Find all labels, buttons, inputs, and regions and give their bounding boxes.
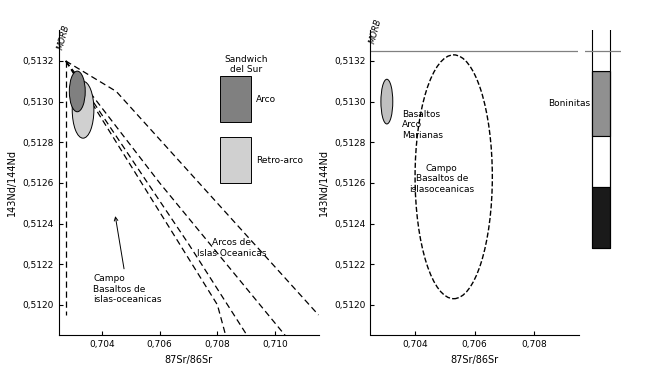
Bar bbox=[592, 136, 610, 187]
Text: Sandwich
del Sur: Sandwich del Sur bbox=[224, 55, 267, 74]
Bar bbox=[592, 71, 610, 136]
Text: Basaltos
Arco
Marianas: Basaltos Arco Marianas bbox=[402, 110, 443, 139]
Text: Arco: Arco bbox=[256, 94, 276, 104]
Text: Arcos de
Islas Oceanicas: Arcos de Islas Oceanicas bbox=[197, 238, 266, 258]
Bar bbox=[592, 71, 610, 248]
Bar bbox=[592, 187, 610, 248]
Y-axis label: 143Nd/144Nd: 143Nd/144Nd bbox=[318, 149, 329, 216]
Text: MORB: MORB bbox=[368, 18, 384, 45]
X-axis label: 87Sr/86Sr: 87Sr/86Sr bbox=[450, 355, 499, 365]
X-axis label: 87Sr/86Sr: 87Sr/86Sr bbox=[164, 355, 213, 365]
Text: Boninitas: Boninitas bbox=[548, 99, 590, 108]
Bar bbox=[592, 136, 610, 187]
Bar bbox=[592, 0, 610, 71]
Text: Retro-arco: Retro-arco bbox=[256, 155, 303, 165]
Bar bbox=[592, 71, 610, 136]
FancyBboxPatch shape bbox=[220, 137, 251, 183]
Text: Campo
Basaltos de
islas-oceanicas: Campo Basaltos de islas-oceanicas bbox=[93, 217, 162, 304]
Ellipse shape bbox=[72, 81, 94, 138]
FancyBboxPatch shape bbox=[220, 76, 251, 122]
Ellipse shape bbox=[381, 79, 393, 124]
Y-axis label: 143Nd/144Nd: 143Nd/144Nd bbox=[6, 149, 17, 216]
Text: Campo
Basaltos de
islasoceanicas: Campo Basaltos de islasoceanicas bbox=[410, 164, 474, 194]
Ellipse shape bbox=[70, 71, 85, 112]
Text: MORB: MORB bbox=[56, 24, 72, 51]
